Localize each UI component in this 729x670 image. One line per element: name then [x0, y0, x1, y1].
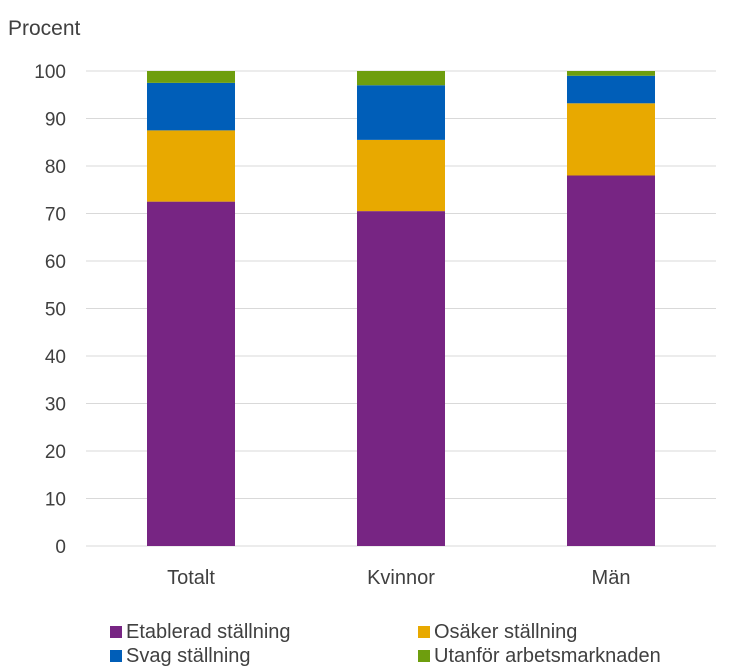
bar-segment	[147, 82, 235, 131]
x-tick-label: Totalt	[167, 567, 215, 589]
legend-label: Osäker ställning	[434, 621, 578, 643]
x-tick-labels: Totalt Kvinnor Män	[167, 567, 630, 589]
bar-segment	[357, 85, 445, 140]
y-tick-labels: 0 10 20 30 40 50 60 70 80 90 100	[34, 62, 66, 558]
y-tick-label: 40	[45, 347, 66, 368]
bar-segment	[567, 71, 655, 76]
x-tick-label: Män	[592, 567, 631, 589]
legend-swatch	[110, 626, 122, 638]
bar-segment	[357, 211, 445, 546]
y-tick-label: 0	[55, 537, 66, 558]
y-tick-label: 90	[45, 110, 66, 131]
y-tick-label: 30	[45, 395, 66, 416]
bar-segment	[357, 71, 445, 86]
y-tick-label: 70	[45, 205, 66, 226]
legend-item-etablerad: Etablerad ställning	[110, 622, 291, 642]
bar-segment	[567, 103, 655, 176]
bar-segment	[147, 71, 235, 83]
legend-swatch	[418, 626, 430, 638]
bar-segment	[567, 175, 655, 546]
legend-item-utanfor: Utanför arbetsmarknaden	[418, 646, 661, 666]
legend-item-svag: Svag ställning	[110, 646, 251, 666]
legend-swatch	[418, 650, 430, 662]
legend-swatch	[110, 650, 122, 662]
legend-label: Utanför arbetsmarknaden	[434, 645, 661, 667]
legend-label: Etablerad ställning	[126, 621, 291, 643]
y-tick-label: 80	[45, 157, 66, 178]
bar-segment	[357, 139, 445, 212]
chart-plot: 0 10 20 30 40 50 60 70 80 90 100 Totalt Kvinnor Män	[34, 62, 716, 589]
y-tick-label: 100	[34, 62, 66, 83]
legend-label: Svag ställning	[126, 645, 251, 667]
bar-segment	[147, 130, 235, 202]
y-axis-label: Procent	[8, 17, 81, 40]
bar-segment	[567, 75, 655, 104]
bar-segment	[147, 201, 235, 546]
bars	[147, 71, 655, 546]
legend-item-osaker: Osäker ställning	[418, 622, 577, 642]
y-tick-label: 20	[45, 442, 66, 463]
y-tick-label: 50	[45, 300, 66, 321]
x-tick-label: Kvinnor	[367, 567, 435, 589]
y-tick-label: 60	[45, 252, 66, 273]
y-tick-label: 10	[45, 490, 66, 511]
